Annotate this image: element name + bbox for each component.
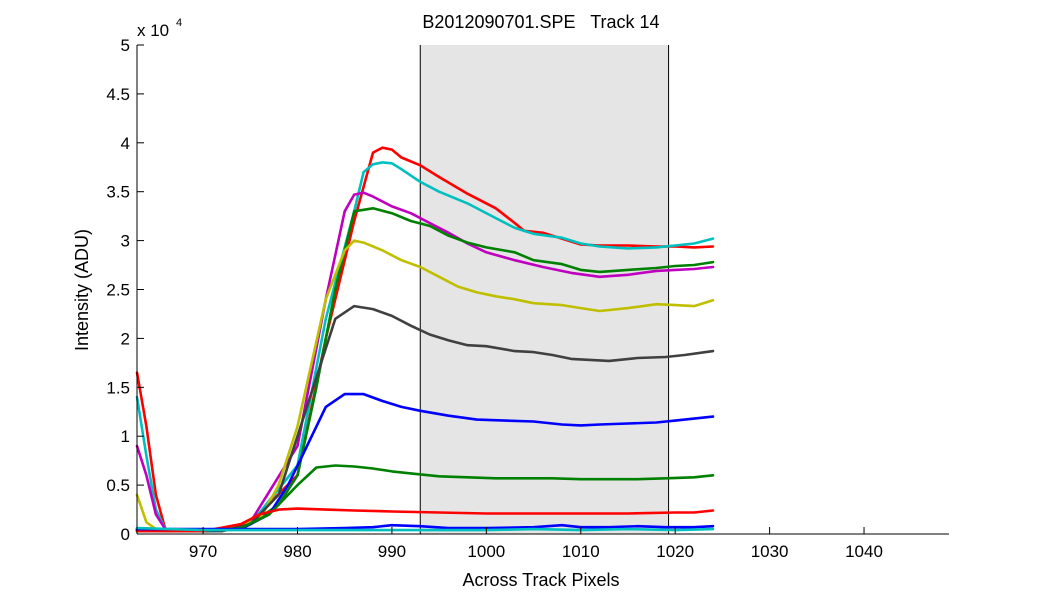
x-ticks: 970 980 990 1000 1010 1020 1030 1040 (189, 527, 883, 561)
y-tick-label: 2.5 (106, 281, 130, 300)
y-tick-label: 4.5 (106, 85, 130, 104)
y-axis-label: Intensity (ADU) (72, 229, 92, 351)
y-tick-label: 3.5 (106, 183, 130, 202)
shaded-region-layer (419, 45, 670, 534)
y-tick-label: 4 (121, 134, 130, 153)
x-tick-label: 1030 (751, 542, 789, 561)
x-axis-label: Across Track Pixels (462, 570, 619, 590)
y-tick-label: 0 (121, 525, 130, 544)
x-tick-label: 980 (283, 542, 311, 561)
y-tick-label: 3 (121, 232, 130, 251)
y-ticks: 0 0.5 1 1.5 2 2.5 3 3.5 4 4.5 5 (106, 36, 144, 544)
y-tick-label: 2 (121, 329, 130, 348)
y-tick-label: 1.5 (106, 378, 130, 397)
series-line-9 (135, 507, 715, 533)
series-line-8 (135, 464, 715, 533)
y-tick-label: 0.5 (106, 476, 130, 495)
x-tick-label: 990 (378, 542, 406, 561)
chart-title: B2012090701.SPE Track 14 (422, 12, 659, 32)
y-tick-label: 5 (121, 36, 130, 55)
x-tick-label: 1040 (845, 542, 883, 561)
y-tick-label: 1 (121, 427, 130, 446)
y-exponent-label: x 10 (137, 21, 169, 40)
shaded-region (420, 45, 669, 534)
x-tick-label: 1010 (562, 542, 600, 561)
x-tick-label: 1020 (656, 542, 694, 561)
series-line-11 (135, 526, 715, 532)
y-exponent-power: 4 (176, 17, 182, 29)
x-tick-label: 970 (189, 542, 217, 561)
x-tick-label: 1000 (467, 542, 505, 561)
